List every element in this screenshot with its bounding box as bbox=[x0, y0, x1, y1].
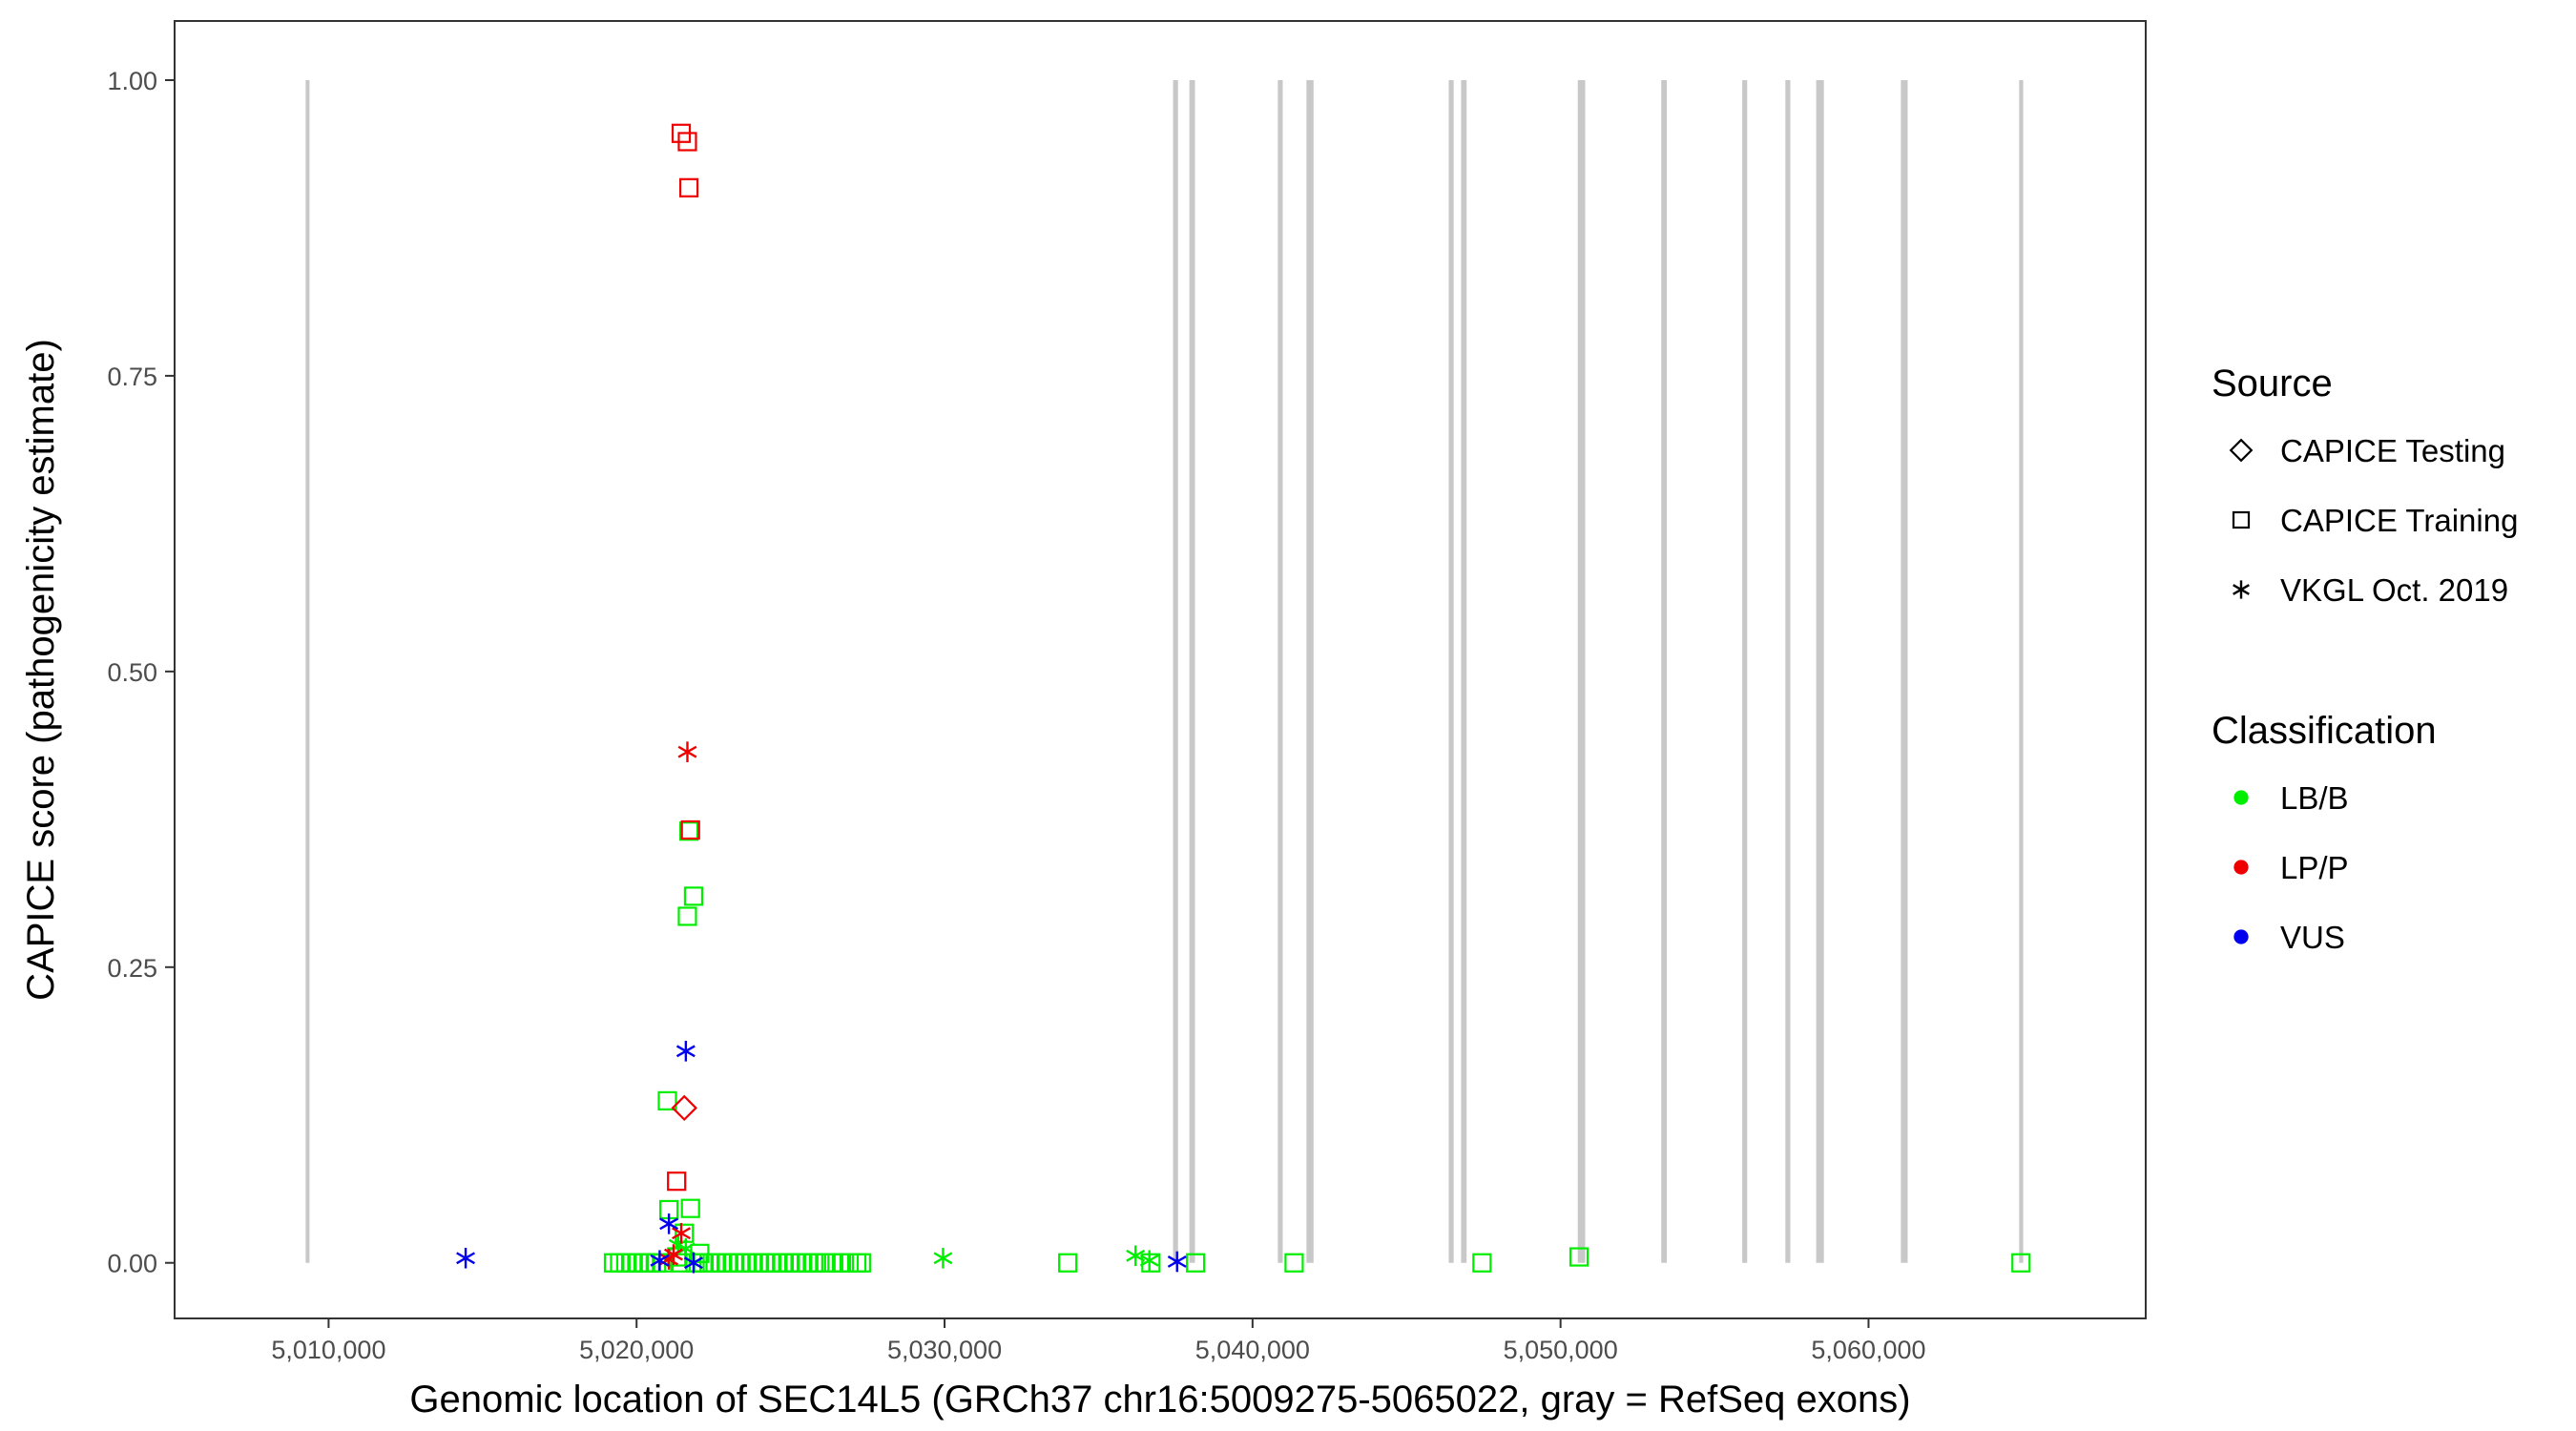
point-layer bbox=[456, 123, 2031, 1274]
legend-asterisk-icon bbox=[2233, 580, 2250, 599]
legend-dot-icon bbox=[2233, 929, 2249, 944]
x-tick-label: 5,050,000 bbox=[1504, 1336, 1618, 1364]
data-point bbox=[1058, 1253, 1078, 1273]
x-tick-label: 5,060,000 bbox=[1811, 1336, 1925, 1364]
legend-source-items: CAPICE Testing CAPICE Training VKGL Oct. 2… bbox=[2229, 433, 2518, 608]
x-tick-label: 5,010,000 bbox=[271, 1336, 385, 1364]
x-tick-label: 5,020,000 bbox=[579, 1336, 694, 1364]
data-point bbox=[1141, 1253, 1161, 1273]
y-axis-title: CAPICE score (pathogenicity estimate) bbox=[20, 339, 62, 1001]
exon-bar bbox=[1278, 79, 1283, 1263]
plot-background bbox=[175, 21, 2146, 1318]
legend: Source CAPICE Testing CAPICE Training VKGL… bbox=[2212, 363, 2518, 955]
exon-bar bbox=[1785, 79, 1791, 1263]
data-point bbox=[683, 886, 704, 906]
y-tick-label: 0.50 bbox=[107, 658, 157, 687]
legend-source-title: Source bbox=[2212, 363, 2333, 404]
data-point bbox=[678, 177, 699, 197]
data-point bbox=[1126, 1245, 1146, 1267]
legend-source-label: CAPICE Testing bbox=[2280, 433, 2505, 468]
y-tick-label: 0.00 bbox=[107, 1250, 157, 1278]
legend-dot-icon bbox=[2233, 790, 2249, 805]
legend-source-label: VKGL Oct. 2019 bbox=[2280, 572, 2508, 608]
legend-classification-label: LB/B bbox=[2280, 780, 2349, 816]
data-point bbox=[1167, 1251, 1187, 1273]
y-tick-label: 0.75 bbox=[107, 363, 157, 391]
x-axis-title: Genomic location of SEC14L5 (GRCh37 chr1… bbox=[409, 1379, 1910, 1421]
data-point bbox=[677, 132, 697, 152]
data-point bbox=[851, 1253, 871, 1273]
x-tick-label: 5,030,000 bbox=[887, 1336, 1002, 1364]
x-tick-label: 5,040,000 bbox=[1195, 1336, 1310, 1364]
exon-bar bbox=[305, 79, 310, 1263]
plot-border bbox=[174, 20, 2147, 1319]
exon-bar bbox=[1461, 79, 1467, 1263]
data-point bbox=[677, 741, 697, 762]
exon-bar bbox=[1448, 79, 1454, 1263]
exon-layer bbox=[305, 79, 2024, 1263]
data-point bbox=[667, 1172, 687, 1192]
exon-bar bbox=[1577, 79, 1586, 1263]
data-point bbox=[1568, 1247, 1589, 1267]
y-axis: 0.00 0.25 0.50 0.75 1.00 bbox=[107, 67, 175, 1278]
data-point bbox=[671, 1094, 697, 1122]
data-point bbox=[680, 1198, 700, 1218]
exon-bar bbox=[1189, 79, 1195, 1263]
legend-square-icon bbox=[2232, 510, 2251, 529]
data-point bbox=[1139, 1250, 1159, 1272]
exon-bar bbox=[1306, 79, 1314, 1263]
data-point bbox=[659, 1213, 679, 1234]
data-point bbox=[683, 1252, 703, 1274]
exon-bar bbox=[1901, 79, 1908, 1263]
legend-classification-label: VUS bbox=[2280, 920, 2345, 955]
exon-bar bbox=[2019, 79, 2024, 1263]
legend-dot-icon bbox=[2233, 860, 2249, 875]
data-point bbox=[678, 821, 699, 841]
exon-bar bbox=[1661, 79, 1668, 1263]
legend-diamond-icon bbox=[2229, 438, 2254, 463]
data-point bbox=[672, 1222, 691, 1244]
data-point bbox=[650, 1250, 670, 1272]
data-point bbox=[675, 1041, 696, 1062]
x-axis: 5,010,000 5,020,000 5,030,000 5,040,000 5,05… bbox=[271, 1318, 1926, 1364]
legend-classification-items: LB/B LP/P VUS bbox=[2233, 780, 2349, 955]
data-point bbox=[1284, 1253, 1304, 1273]
data-point bbox=[2011, 1253, 2031, 1273]
legend-classification-title: Classification bbox=[2212, 710, 2437, 752]
legend-source-label: CAPICE Training bbox=[2280, 503, 2518, 538]
exon-bar bbox=[1173, 79, 1178, 1263]
data-point bbox=[1472, 1253, 1492, 1273]
y-tick-label: 0.25 bbox=[107, 954, 157, 983]
data-point bbox=[657, 1090, 677, 1110]
data-point bbox=[680, 819, 700, 840]
data-point bbox=[1186, 1253, 1206, 1273]
data-point bbox=[677, 906, 697, 926]
legend-classification-label: LP/P bbox=[2280, 850, 2349, 885]
exon-bar bbox=[1816, 79, 1824, 1263]
exon-bar bbox=[1742, 79, 1748, 1263]
data-point bbox=[933, 1247, 953, 1269]
y-tick-label: 1.00 bbox=[107, 67, 157, 95]
data-point bbox=[456, 1247, 476, 1269]
